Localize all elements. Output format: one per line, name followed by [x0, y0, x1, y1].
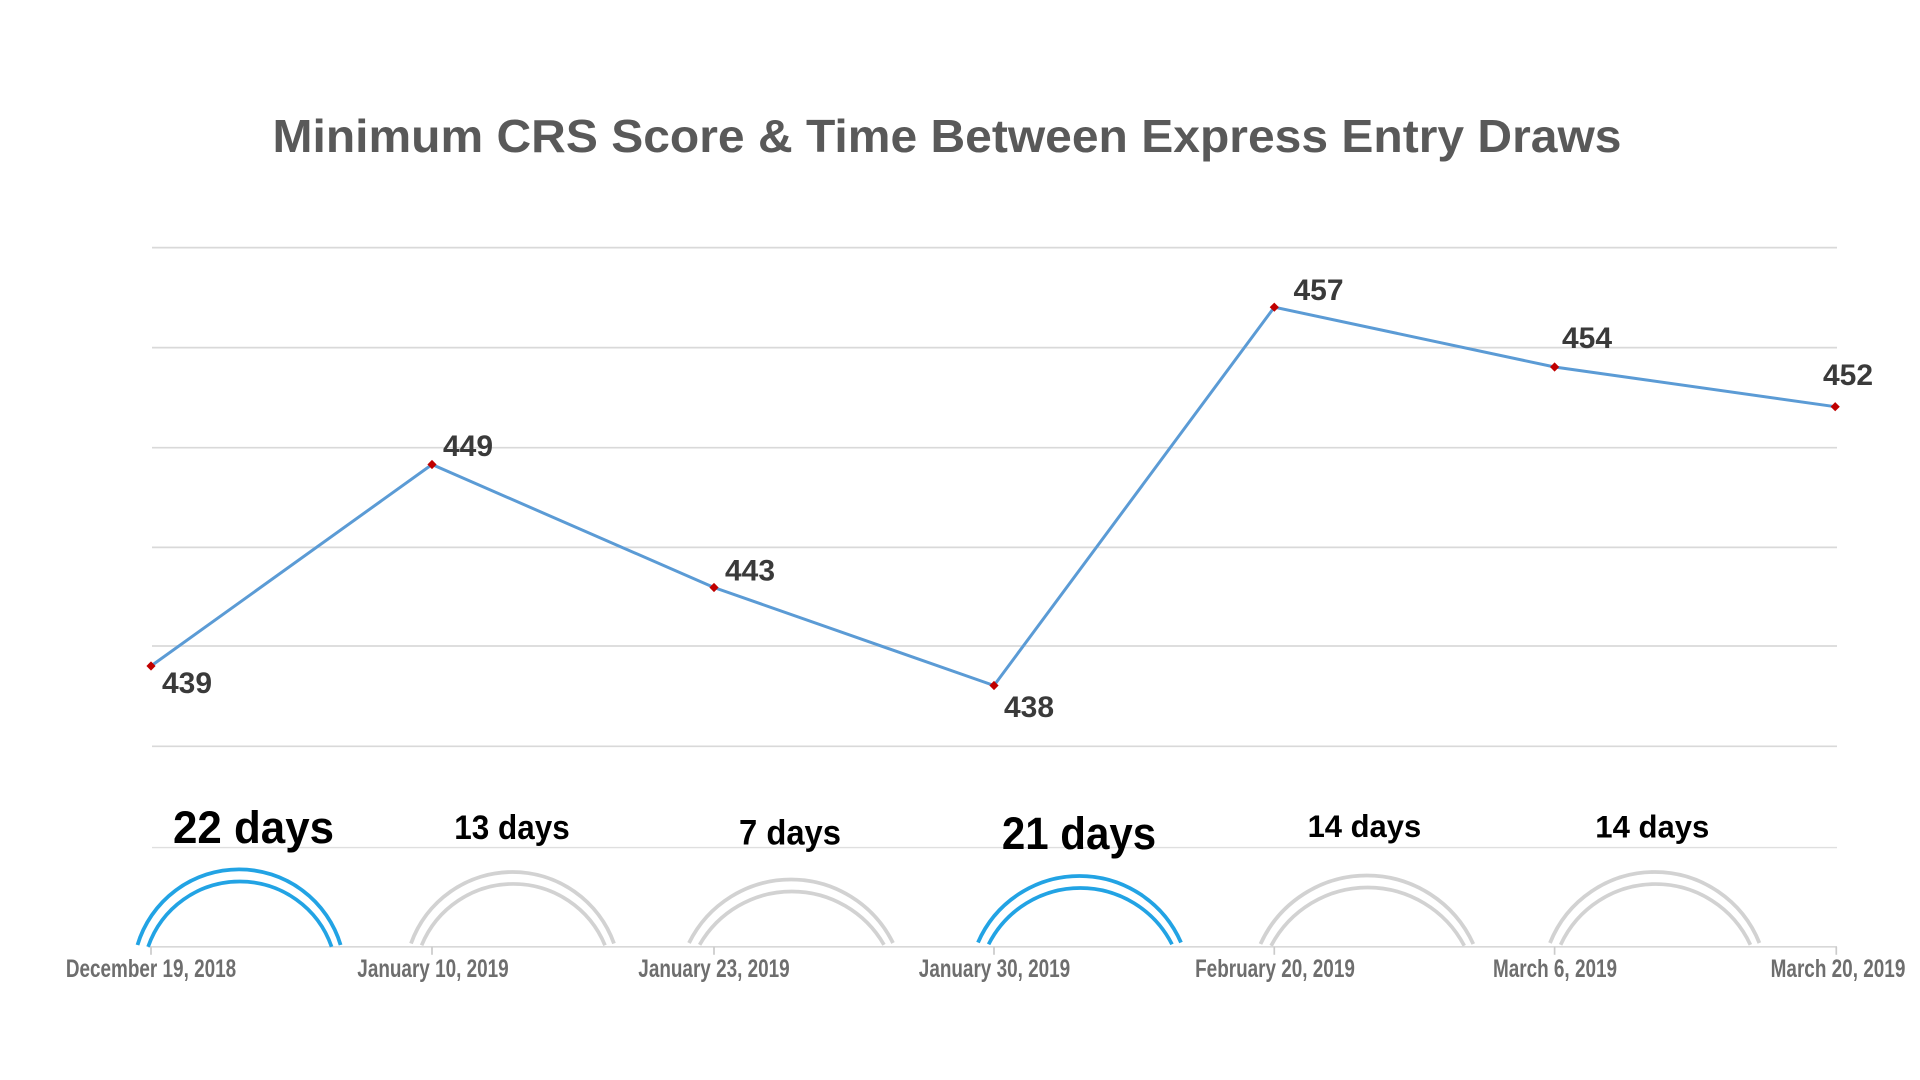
svg-text:Minimum CRS Score & Time Betwe: Minimum CRS Score & Time Between Express…	[273, 110, 1622, 162]
svg-text:439: 439	[162, 667, 212, 700]
svg-text:March 6, 2019: March 6, 2019	[1493, 956, 1617, 983]
svg-text:January 30, 2019: January 30, 2019	[919, 956, 1070, 983]
svg-text:January 23, 2019: January 23, 2019	[638, 956, 789, 983]
svg-text:454: 454	[1562, 322, 1612, 355]
svg-text:449: 449	[443, 430, 493, 463]
svg-text:13 days: 13 days	[454, 809, 569, 847]
svg-text:14 days: 14 days	[1595, 809, 1709, 845]
svg-text:22 days: 22 days	[173, 802, 334, 853]
svg-text:457: 457	[1293, 274, 1343, 307]
svg-text:438: 438	[1004, 691, 1054, 724]
svg-text:December 19, 2018: December 19, 2018	[66, 956, 236, 983]
svg-text:452: 452	[1823, 359, 1873, 392]
svg-text:7 days: 7 days	[739, 814, 841, 853]
svg-text:January 10, 2019: January 10, 2019	[357, 956, 508, 983]
svg-text:21 days: 21 days	[1002, 808, 1156, 859]
svg-text:14 days: 14 days	[1308, 808, 1422, 844]
svg-text:February 20, 2019: February 20, 2019	[1195, 956, 1355, 983]
svg-text:March 20, 2019: March 20, 2019	[1771, 956, 1906, 983]
svg-text:443: 443	[725, 555, 775, 588]
